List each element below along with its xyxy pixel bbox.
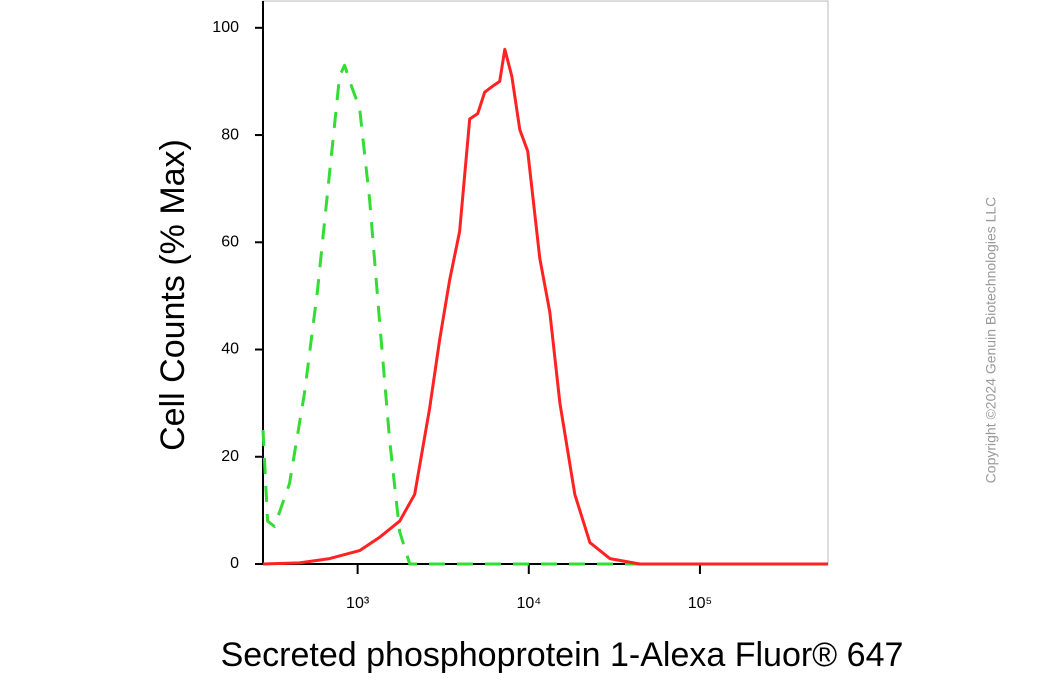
series-line [261, 63, 828, 566]
y-tick-label: 80 [221, 126, 239, 143]
y-tick-label: 0 [230, 555, 239, 572]
series-line [262, 47, 828, 566]
x-tick-label: 10³ [346, 595, 370, 612]
y-tick-label: 20 [221, 448, 239, 465]
y-axis-label: Cell Counts (% Max) [154, 139, 192, 451]
x-tick-label: 10⁴ [516, 595, 541, 612]
x-tick-label: 10⁵ [688, 595, 712, 612]
y-tick-label: 100 [212, 19, 239, 36]
copyright: Copyright ©2024 Genuin Biotechnologies L… [983, 197, 999, 484]
y-tick-label: 40 [221, 341, 239, 358]
y-tick-label: 60 [221, 234, 239, 251]
x-axis-label: Secreted phosphoprotein 1-Alexa Fluor® 6… [221, 636, 904, 674]
